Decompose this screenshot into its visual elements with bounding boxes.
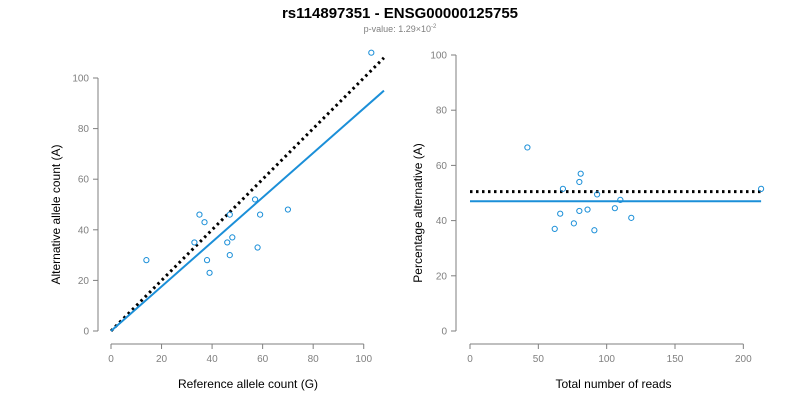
x-tick-label: 50 bbox=[533, 354, 545, 365]
reference-line-dotted bbox=[109, 56, 386, 333]
y-tick-label: 20 bbox=[78, 276, 90, 287]
chart-subtitle: p-value: 1.29×10-2 bbox=[0, 24, 800, 34]
y-tick-label: 100 bbox=[430, 51, 447, 62]
x-tick-label: 200 bbox=[735, 354, 752, 365]
data-point bbox=[584, 206, 591, 213]
data-point bbox=[203, 257, 211, 264]
data-point bbox=[591, 227, 598, 234]
data-point bbox=[226, 252, 233, 259]
y-tick-label: 0 bbox=[83, 327, 89, 338]
data-point bbox=[551, 225, 558, 232]
x-tick-label: 20 bbox=[156, 354, 168, 365]
x-tick-label: 100 bbox=[598, 354, 615, 365]
data-point bbox=[284, 206, 292, 213]
x-tick-label: 40 bbox=[207, 354, 219, 365]
x-tick-label: 100 bbox=[355, 354, 372, 365]
data-point bbox=[196, 211, 203, 218]
data-point bbox=[257, 211, 264, 218]
data-point bbox=[576, 207, 583, 215]
data-point bbox=[577, 170, 584, 177]
data-point bbox=[628, 214, 635, 221]
x-tick-label: 0 bbox=[467, 354, 473, 365]
y-tick-label: 100 bbox=[72, 74, 89, 85]
chart-title: rs114897351 - ENSG00000125755 bbox=[281, 5, 519, 22]
data-point bbox=[368, 49, 375, 56]
plot-panel-left: 0 20 40 60 80 100 0 20 40 60 80 100 Reference allele… bbox=[49, 49, 386, 391]
data-point bbox=[758, 185, 765, 192]
x-axis-title: Total number of reads bbox=[555, 377, 671, 391]
data-point bbox=[559, 185, 567, 192]
data-point bbox=[254, 244, 261, 251]
subtitle-text: p-value: 1.29×10 bbox=[363, 24, 431, 34]
plot-panel-right: 0 50 100 150 200 0 20 40 60 80 100 Total number of … bbox=[411, 51, 765, 391]
data-point bbox=[201, 219, 208, 226]
y-axis-title: Alternative allele count (A) bbox=[49, 144, 63, 284]
data-point bbox=[191, 239, 198, 246]
data-point bbox=[229, 234, 236, 241]
y-tick-label: 80 bbox=[436, 106, 448, 117]
data-point bbox=[611, 205, 618, 212]
y-tick-label: 80 bbox=[78, 124, 90, 135]
x-tick-label: 60 bbox=[257, 354, 269, 365]
data-point bbox=[224, 239, 231, 246]
y-tick-label: 40 bbox=[436, 216, 448, 227]
x-tick-label: 0 bbox=[108, 354, 114, 365]
y-tick-label: 20 bbox=[436, 271, 448, 282]
data-point bbox=[143, 257, 150, 264]
fit-line bbox=[110, 89, 385, 332]
y-axis-title: Percentage alternative (A) bbox=[411, 143, 425, 282]
data-point bbox=[226, 211, 233, 218]
data-point bbox=[557, 210, 564, 217]
y-tick-label: 40 bbox=[78, 225, 90, 236]
data-point bbox=[570, 220, 577, 227]
data-point bbox=[617, 196, 624, 203]
x-axis-title: Reference allele count (G) bbox=[178, 377, 318, 391]
y-tick-label: 0 bbox=[441, 327, 447, 338]
data-point bbox=[594, 191, 601, 198]
subtitle-exponent: -2 bbox=[430, 24, 437, 30]
data-point bbox=[576, 178, 583, 186]
y-tick-label: 60 bbox=[78, 175, 90, 186]
data-point bbox=[251, 196, 259, 203]
y-tick-label: 60 bbox=[436, 161, 448, 172]
data-point bbox=[524, 144, 531, 151]
x-tick-label: 150 bbox=[667, 354, 684, 365]
x-tick-label: 80 bbox=[308, 354, 320, 365]
data-point bbox=[206, 269, 213, 276]
